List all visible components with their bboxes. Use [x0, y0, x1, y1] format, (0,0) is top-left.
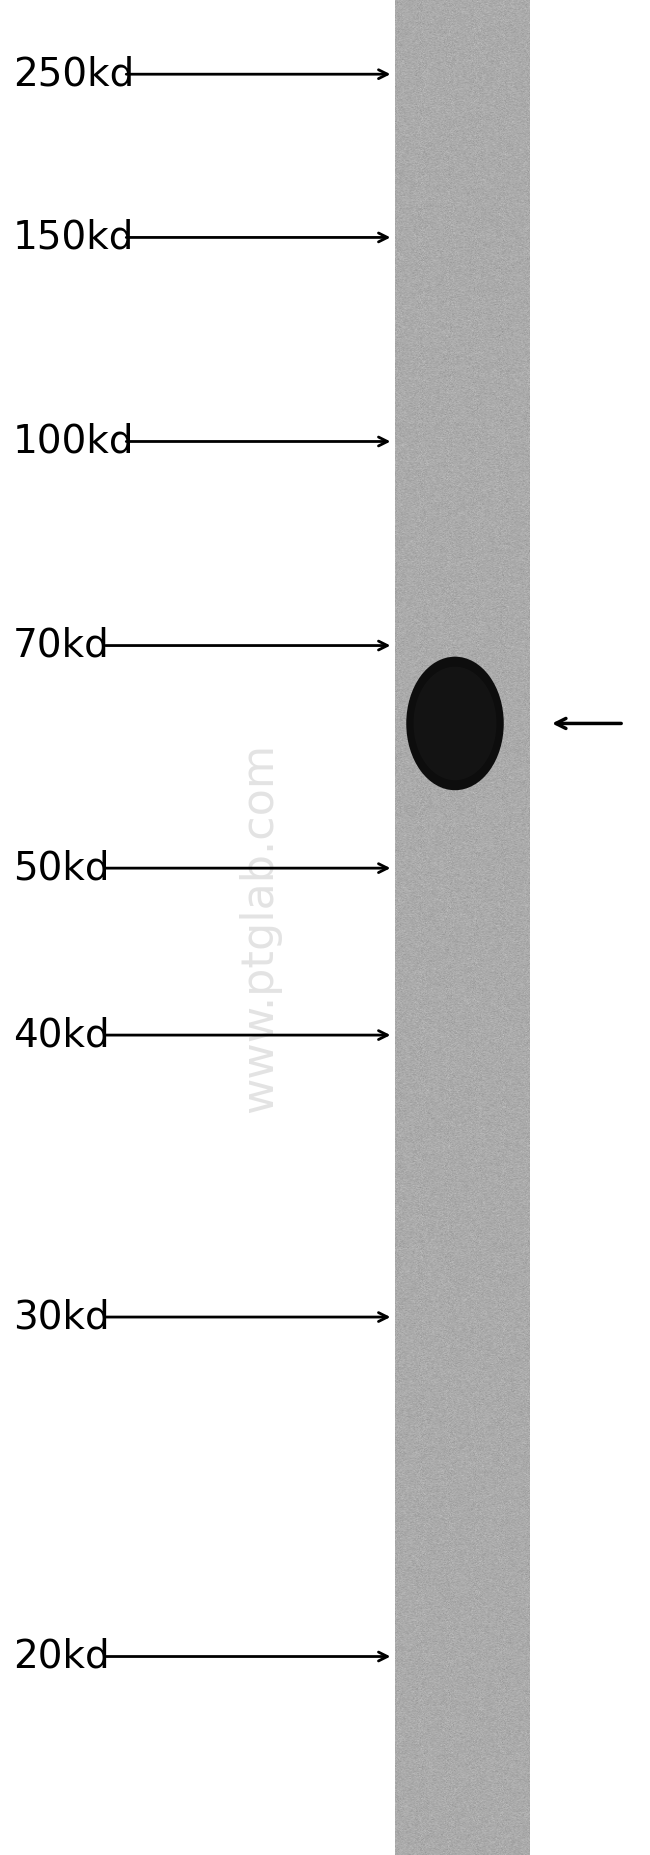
Text: 40kd: 40kd	[13, 1017, 110, 1054]
Text: 50kd: 50kd	[13, 850, 109, 887]
Text: 150kd: 150kd	[13, 219, 135, 256]
Bar	[395, 0, 530, 1855]
Text: www.ptglab.com: www.ptglab.com	[239, 742, 281, 1113]
Text: 100kd: 100kd	[13, 423, 135, 460]
Text: 30kd: 30kd	[13, 1298, 110, 1336]
Text: 250kd: 250kd	[13, 56, 135, 93]
Ellipse shape	[406, 657, 504, 790]
Ellipse shape	[413, 666, 497, 781]
Text: 70kd: 70kd	[13, 627, 110, 664]
Text: 20kd: 20kd	[13, 1638, 110, 1675]
